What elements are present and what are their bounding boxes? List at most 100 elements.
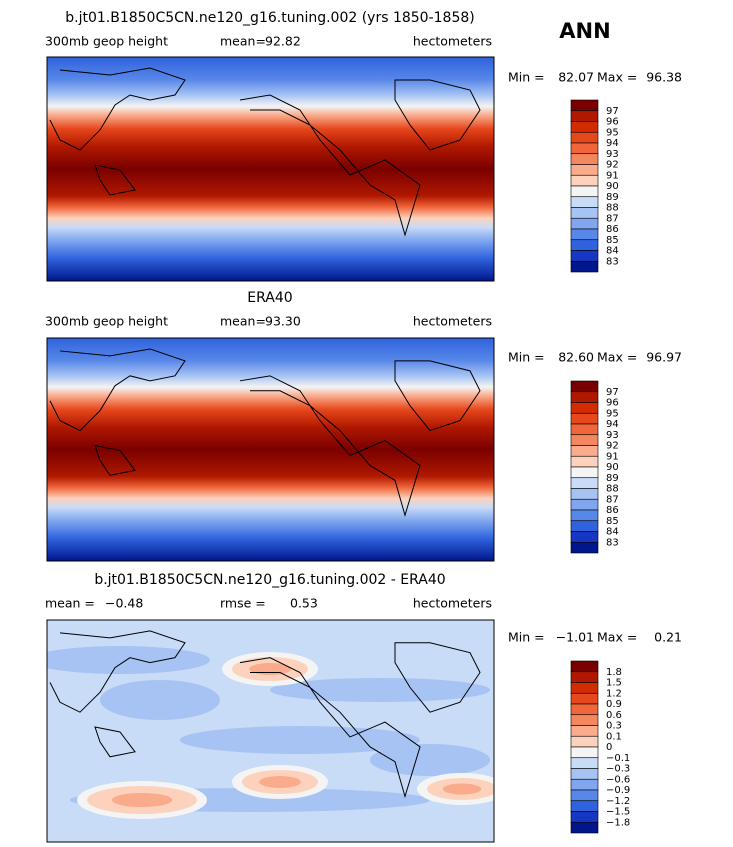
map-anomaly [270, 678, 490, 702]
coastline [49, 630, 186, 713]
map-frame [46, 337, 495, 562]
max-value: 96.38 [646, 70, 682, 85]
colorbar-label: −1.2 [606, 796, 630, 807]
coastline [49, 348, 186, 432]
min-label: Min = [508, 350, 545, 365]
colorbar-label: 94 [606, 419, 619, 430]
colorbar-label: 94 [606, 138, 619, 149]
colorbar-box [570, 131, 599, 144]
colorbar-label: 90 [606, 462, 619, 473]
coastline [239, 657, 421, 799]
stat-value: 92.82 [265, 34, 301, 49]
colorbar-box [570, 217, 599, 230]
min-label: Min = [508, 70, 545, 85]
colorbar-label: 97 [606, 106, 619, 117]
colorbar-box [570, 412, 599, 425]
colorbar-label: 96 [606, 117, 619, 128]
coastline [394, 360, 481, 432]
map-anomaly [442, 783, 482, 795]
colorbar-label: 87 [606, 213, 619, 224]
map-anomaly [47, 646, 210, 674]
colorbar-box [570, 445, 599, 457]
map-anomaly [100, 680, 220, 720]
colorbar-box [570, 509, 599, 522]
max-value: 0.21 [654, 630, 682, 645]
colorbar-label: 93 [606, 430, 619, 441]
colorbar-box [570, 207, 599, 219]
colorbar-label: 84 [606, 527, 619, 538]
colorbar-label: 89 [606, 192, 619, 203]
colorbar-label: 88 [606, 484, 619, 495]
colorbar-label: −0.1 [606, 753, 630, 764]
map-field [47, 338, 494, 561]
panel-title: ERA40 [247, 290, 292, 306]
colorbar-box [570, 725, 599, 737]
colorbar-box [570, 671, 599, 683]
stat-label: mean= [220, 314, 266, 329]
colorbar-box [570, 185, 599, 198]
colorbar-box [570, 789, 599, 802]
colorbar-label: 87 [606, 494, 619, 505]
colorbar-box [570, 541, 599, 554]
colorbar-label: −0.3 [606, 764, 630, 775]
coastline [94, 444, 136, 476]
colorbar-box [570, 142, 599, 155]
min-value: −1.01 [556, 630, 594, 645]
colorbar-box [570, 455, 599, 468]
colorbar-label: 86 [606, 505, 619, 516]
colorbar-box [570, 99, 599, 112]
colorbar-box [570, 174, 599, 187]
colorbar-label: 1.8 [606, 667, 622, 678]
colorbar-label: 0 [606, 742, 612, 753]
map-anomaly [370, 744, 490, 776]
stat-value: 93.30 [265, 314, 301, 329]
season-label: ANN [559, 19, 610, 43]
colorbar-label: 89 [606, 473, 619, 484]
coastline [394, 642, 481, 713]
colorbar-label: 92 [606, 160, 619, 171]
coastline [394, 79, 481, 151]
max-label: Max = [597, 350, 637, 365]
min-label: Min = [508, 630, 545, 645]
colorbar-box [570, 423, 599, 436]
colorbar-label: 93 [606, 149, 619, 160]
stat-value: 0.53 [290, 596, 318, 611]
stat-label: mean = [45, 596, 95, 611]
colorbar-box [570, 821, 599, 834]
colorbar-box [570, 164, 599, 176]
colorbar-box [570, 228, 599, 241]
colorbar-label: 0.1 [606, 731, 622, 742]
colorbar-label: 92 [606, 441, 619, 452]
colorbar-box [570, 660, 599, 673]
colorbar-box [570, 800, 599, 812]
variable-label: 300mb geop height [45, 34, 168, 49]
colorbar-box [570, 196, 599, 208]
colorbar-label: 95 [606, 408, 619, 419]
colorbar-box [570, 239, 599, 251]
colorbar-box [570, 466, 599, 479]
min-value: 82.07 [558, 70, 594, 85]
colorbar-label: 83 [606, 537, 619, 548]
units-label: hectometers [413, 34, 492, 49]
colorbar-box [570, 110, 599, 122]
colorbar-box [570, 402, 599, 414]
coastline [239, 375, 421, 517]
colorbar-box [570, 250, 599, 262]
colorbar-label: −1.8 [606, 817, 630, 828]
min-value: 82.60 [558, 350, 594, 365]
colorbar-box [570, 391, 599, 403]
colorbar-label: 85 [606, 516, 619, 527]
stat-value: −0.48 [105, 596, 143, 611]
colorbar-label: 91 [606, 451, 619, 462]
map-anomaly [111, 793, 173, 807]
max-label: Max = [597, 630, 637, 645]
colorbar-box [570, 778, 599, 791]
map-frame [46, 619, 495, 843]
units-label: hectometers [413, 314, 492, 329]
colorbar-box [570, 692, 599, 705]
max-value: 96.97 [646, 350, 682, 365]
panel-title: b.jt01.B1850C5CN.ne120_g16.tuning.002 (y… [65, 10, 474, 26]
colorbar-box [570, 757, 599, 769]
colorbar-box [570, 746, 599, 759]
